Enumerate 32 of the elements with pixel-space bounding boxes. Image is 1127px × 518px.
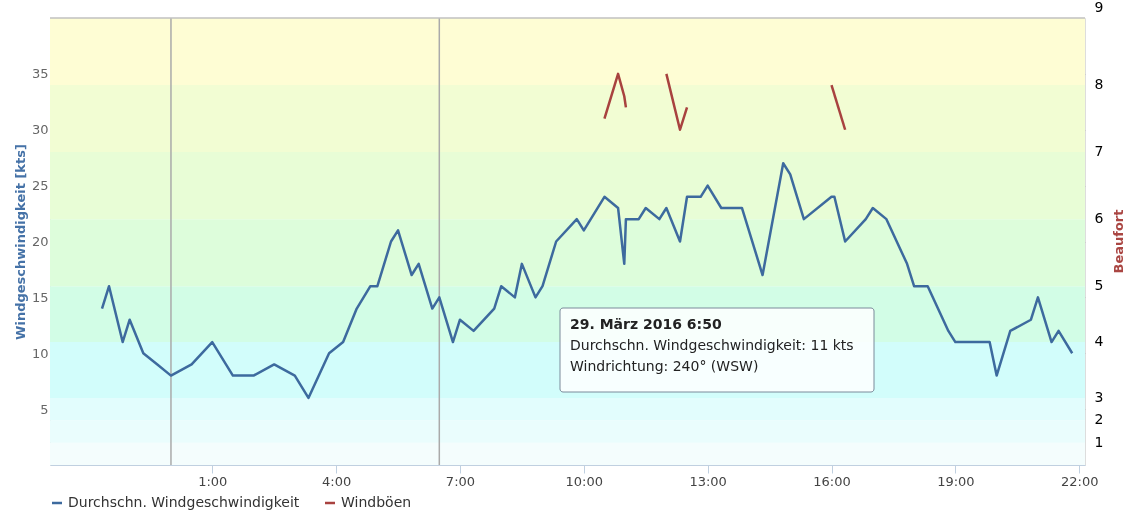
annotation: Windrichtung: 240° (WSW) xyxy=(570,358,759,374)
x-tick-label: 19:00 xyxy=(937,473,975,489)
x-tick-label: 16:00 xyxy=(813,473,851,489)
x-tick-label: 10:00 xyxy=(565,473,604,489)
y-tick-label: 30 xyxy=(31,122,49,138)
band-label: 8 xyxy=(1094,76,1104,93)
y-tick-label: 25 xyxy=(31,178,49,194)
y2-axis-title: Beaufort xyxy=(1111,209,1126,274)
band-label: 7 xyxy=(1094,143,1104,160)
x-tick-label: 1:00 xyxy=(198,473,228,489)
text: 9 xyxy=(1094,0,1104,15)
y-tick-label: 5 xyxy=(40,401,49,417)
y-tick-label: 35 xyxy=(31,66,49,82)
y-tick-label: 10 xyxy=(31,345,49,361)
band-label: 5 xyxy=(1094,277,1104,294)
annotation: Durchschn. Windgeschwindigkeit: 11 kts xyxy=(570,337,854,353)
line-series xyxy=(100,162,1074,400)
x-tick-label: 13:00 xyxy=(689,473,727,489)
x-tick-label: 4:00 xyxy=(322,473,352,489)
band-label: 4 xyxy=(1094,333,1104,350)
annotation: 29. März 2016 6:50 xyxy=(570,316,722,332)
legend-label: Durchschn. Windgeschwindigkeit xyxy=(68,494,300,510)
band-label: 2 xyxy=(1094,411,1104,428)
band-label: 6 xyxy=(1094,210,1104,227)
y-axis-title: Windgeschwindigkeit [kts] xyxy=(12,144,28,340)
band-label: 1 xyxy=(1094,433,1104,450)
y-tick-label: 20 xyxy=(31,234,49,249)
x-tick-label: 7:00 xyxy=(445,473,476,489)
legend-label: Windböen xyxy=(341,494,412,510)
band-label: 3 xyxy=(1094,388,1104,405)
x-tick-label: 22:00 xyxy=(1060,473,1099,489)
y-tick-label: 15 xyxy=(31,289,49,305)
